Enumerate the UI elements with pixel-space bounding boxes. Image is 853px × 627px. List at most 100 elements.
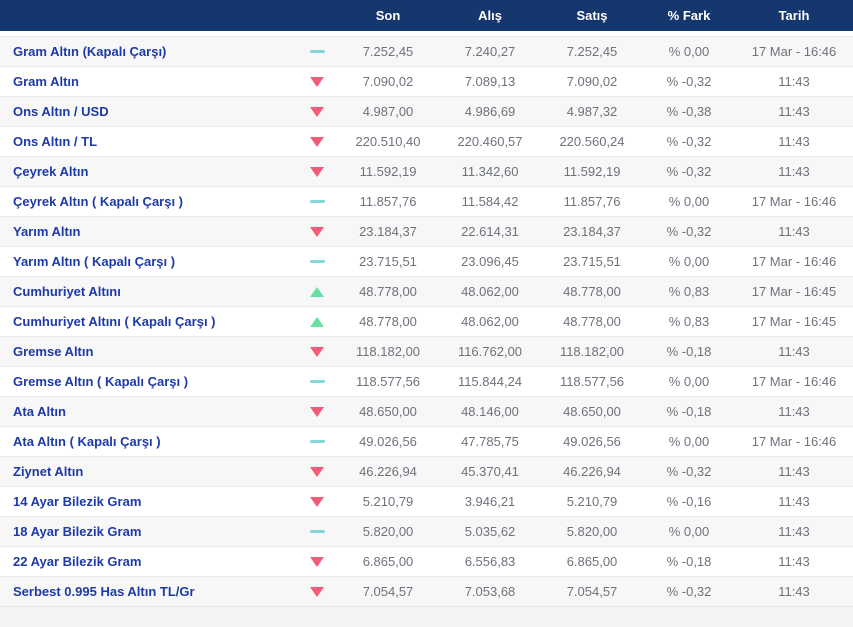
instrument-name[interactable]: 18 Ayar Bilezik Gram [13, 524, 142, 539]
trend-down-icon [310, 136, 324, 147]
header-satis: Satış [576, 8, 608, 23]
satis-value: 7.252,45 [566, 44, 618, 59]
table-row[interactable]: Serbest 0.995 Has Altın TL/Gr 7.054,57 7… [0, 577, 853, 607]
tarih-value: 17 Mar - 16:46 [751, 374, 837, 389]
fark-value: % 0,00 [668, 194, 710, 209]
instrument-name[interactable]: Çeyrek Altın [13, 164, 89, 179]
instrument-name[interactable]: Ata Altın ( Kapalı Çarşı ) [13, 434, 161, 449]
table-row[interactable]: Cumhuriyet Altını ( Kapalı Çarşı ) 48.77… [0, 307, 853, 337]
table-row[interactable]: Cumhuriyet Altını 48.778,00 48.062,00 48… [0, 277, 853, 307]
tarih-value: 11:43 [778, 104, 810, 119]
instrument-name[interactable]: Gram Altın [13, 74, 79, 89]
instrument-name[interactable]: 22 Ayar Bilezik Gram [13, 554, 142, 569]
instrument-name[interactable]: 14 Ayar Bilezik Gram [13, 494, 142, 509]
son-value: 7.054,57 [362, 584, 414, 599]
satis-value: 11.592,19 [563, 164, 621, 179]
tarih-value: 11:43 [778, 224, 810, 239]
tarih-value: 11:43 [778, 164, 810, 179]
tarih-value: 17 Mar - 16:46 [751, 44, 837, 59]
tarih-value: 17 Mar - 16:46 [751, 194, 837, 209]
instrument-name[interactable]: Ziynet Altın [13, 464, 84, 479]
trend-down-icon [310, 106, 324, 117]
trend-down-icon [310, 346, 324, 357]
satis-value: 118.577,56 [559, 374, 625, 389]
instrument-name[interactable]: Gram Altın (Kapalı Çarşı) [13, 44, 167, 59]
instrument-name[interactable]: Ata Altın [13, 404, 66, 419]
instrument-name[interactable]: Ons Altın / USD [13, 104, 109, 119]
instrument-name[interactable]: Cumhuriyet Altını ( Kapalı Çarşı ) [13, 314, 216, 329]
son-value: 48.778,00 [359, 314, 417, 329]
son-value: 6.865,00 [362, 554, 414, 569]
alis-value: 48.062,00 [461, 314, 519, 329]
trend-down-icon [310, 226, 324, 237]
instrument-name[interactable]: Gremse Altın [13, 344, 94, 359]
trend-flat-icon [309, 260, 325, 263]
fark-value: % -0,32 [666, 584, 712, 599]
table-row[interactable]: Gremse Altın ( Kapalı Çarşı ) 118.577,56… [0, 367, 853, 397]
instrument-name[interactable]: Gremse Altın ( Kapalı Çarşı ) [13, 374, 189, 389]
instrument-name[interactable]: Yarım Altın ( Kapalı Çarşı ) [13, 254, 176, 269]
table-row[interactable]: 22 Ayar Bilezik Gram 6.865,00 6.556,83 6… [0, 547, 853, 577]
table-row[interactable]: Gram Altın 7.090,02 7.089,13 7.090,02 % … [0, 67, 853, 97]
table-row[interactable]: 18 Ayar Bilezik Gram 5.820,00 5.035,62 5… [0, 517, 853, 547]
fark-value: % 0,00 [668, 434, 710, 449]
instrument-name[interactable]: Serbest 0.995 Has Altın TL/Gr [13, 584, 195, 599]
alis-value: 7.053,68 [464, 584, 516, 599]
satis-value: 5.210,79 [566, 494, 618, 509]
satis-value: 220.560,24 [559, 134, 625, 149]
table-row[interactable]: Gram Altın (Kapalı Çarşı) 7.252,45 7.240… [0, 37, 853, 67]
tarih-value: 17 Mar - 16:45 [751, 284, 837, 299]
son-value: 11.857,76 [359, 194, 417, 209]
fark-value: % -0,18 [666, 554, 712, 569]
trend-cell [297, 380, 337, 383]
table-row[interactable]: Gremse Altın 118.182,00 116.762,00 118.1… [0, 337, 853, 367]
instrument-name[interactable]: Yarım Altın [13, 224, 81, 239]
table-row[interactable]: Ata Altın ( Kapalı Çarşı ) 49.026,56 47.… [0, 427, 853, 457]
table-row[interactable]: Ons Altın / USD 4.987,00 4.986,69 4.987,… [0, 97, 853, 127]
trend-cell [297, 556, 337, 567]
son-value: 11.592,19 [359, 164, 417, 179]
son-value: 48.778,00 [359, 284, 417, 299]
trend-cell [297, 286, 337, 297]
trend-cell [297, 260, 337, 263]
trend-down-icon [310, 166, 324, 177]
satis-value: 23.184,37 [563, 224, 621, 239]
son-value: 46.226,94 [359, 464, 417, 479]
tarih-value: 11:43 [778, 344, 810, 359]
table-row[interactable]: Yarım Altın ( Kapalı Çarşı ) 23.715,51 2… [0, 247, 853, 277]
trend-cell [297, 440, 337, 443]
alis-value: 48.146,00 [461, 404, 519, 419]
trend-cell [297, 346, 337, 357]
trend-flat-icon [309, 50, 325, 53]
tarih-value: 11:43 [778, 134, 810, 149]
trend-down-icon [310, 76, 324, 87]
instrument-name[interactable]: Çeyrek Altın ( Kapalı Çarşı ) [13, 194, 184, 209]
instrument-name[interactable]: Ons Altın / TL [13, 134, 98, 149]
satis-value: 23.715,51 [563, 254, 621, 269]
trend-cell [297, 496, 337, 507]
table-body: Gram Altın (Kapalı Çarşı) 7.252,45 7.240… [0, 36, 853, 607]
satis-value: 48.778,00 [563, 284, 621, 299]
table-row[interactable]: 14 Ayar Bilezik Gram 5.210,79 3.946,21 5… [0, 487, 853, 517]
table-row[interactable]: Ata Altın 48.650,00 48.146,00 48.650,00 … [0, 397, 853, 427]
table-row[interactable]: Ziynet Altın 46.226,94 45.370,41 46.226,… [0, 457, 853, 487]
header-tarih: Tarih [778, 8, 810, 23]
tarih-value: 11:43 [778, 494, 810, 509]
alis-value: 11.584,42 [461, 194, 519, 209]
instrument-name[interactable]: Cumhuriyet Altını [13, 284, 121, 299]
table-row[interactable]: Çeyrek Altın ( Kapalı Çarşı ) 11.857,76 … [0, 187, 853, 217]
table-row[interactable]: Yarım Altın 23.184,37 22.614,31 23.184,3… [0, 217, 853, 247]
alis-value: 116.762,00 [457, 344, 523, 359]
fark-value: % -0,18 [666, 404, 712, 419]
satis-value: 49.026,56 [563, 434, 621, 449]
satis-value: 4.987,32 [566, 104, 618, 119]
alis-value: 220.460,57 [457, 134, 523, 149]
table-row[interactable]: Ons Altın / TL 220.510,40 220.460,57 220… [0, 127, 853, 157]
fark-value: % -0,32 [666, 134, 712, 149]
fark-value: % -0,38 [666, 104, 712, 119]
table-row[interactable]: Çeyrek Altın 11.592,19 11.342,60 11.592,… [0, 157, 853, 187]
fark-value: % -0,18 [666, 344, 712, 359]
trend-down-icon [310, 586, 324, 597]
tarih-value: 11:43 [778, 524, 810, 539]
